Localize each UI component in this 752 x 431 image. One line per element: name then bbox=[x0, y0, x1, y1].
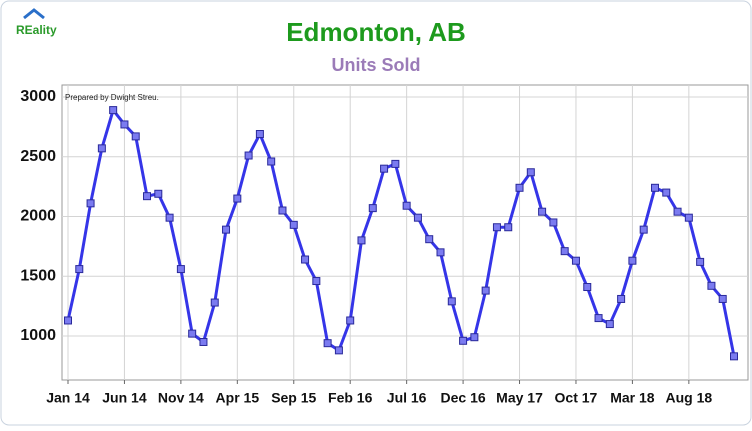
data-point bbox=[481, 286, 490, 295]
annotation: Prepared by Dwight Streu. bbox=[65, 93, 159, 102]
data-point bbox=[301, 255, 310, 264]
data-point bbox=[650, 183, 659, 192]
logo: REality bbox=[16, 23, 57, 37]
data-point bbox=[617, 294, 626, 303]
x-tick-label: Nov 14 bbox=[158, 390, 204, 406]
data-point bbox=[662, 188, 671, 197]
y-tick-label: 1000 bbox=[20, 327, 56, 344]
data-point bbox=[255, 130, 264, 139]
data-point bbox=[323, 339, 332, 348]
x-tick-label: May 17 bbox=[496, 390, 543, 406]
data-point bbox=[368, 204, 377, 213]
data-point bbox=[391, 159, 400, 168]
data-point bbox=[143, 192, 152, 201]
data-point bbox=[131, 132, 140, 141]
x-tick-label: Dec 16 bbox=[441, 390, 486, 406]
data-point bbox=[176, 265, 185, 274]
data-point bbox=[199, 337, 208, 346]
x-tick-label: Feb 16 bbox=[328, 390, 373, 406]
data-point bbox=[718, 294, 727, 303]
data-point bbox=[425, 235, 434, 244]
data-point bbox=[346, 316, 355, 325]
y-tick-label: 2500 bbox=[20, 148, 56, 165]
data-point bbox=[436, 248, 445, 257]
data-point bbox=[583, 283, 592, 292]
data-point bbox=[154, 189, 163, 198]
chart-title: Edmonton, AB bbox=[286, 17, 466, 47]
data-point bbox=[244, 151, 253, 160]
x-tick-label: Sep 15 bbox=[271, 390, 316, 406]
logo-roof bbox=[23, 8, 45, 20]
data-point bbox=[210, 298, 219, 307]
x-tick-label: Oct 17 bbox=[555, 390, 598, 406]
data-point bbox=[75, 265, 84, 274]
data-point bbox=[447, 297, 456, 306]
data-line bbox=[66, 108, 736, 357]
data-point bbox=[165, 213, 174, 222]
x-tick-label: Aug 18 bbox=[666, 390, 713, 406]
data-point bbox=[289, 220, 298, 229]
data-point bbox=[357, 236, 366, 245]
data-point bbox=[470, 333, 479, 342]
data-point bbox=[222, 225, 231, 234]
data-point bbox=[278, 206, 287, 215]
data-point bbox=[334, 346, 343, 355]
y-tick-label: 3000 bbox=[20, 88, 56, 105]
data-point bbox=[267, 157, 276, 166]
data-point bbox=[402, 201, 411, 210]
chart-subtitle: Units Sold bbox=[332, 55, 421, 75]
data-point bbox=[639, 225, 648, 234]
data-point bbox=[312, 277, 321, 286]
data-point bbox=[504, 223, 513, 232]
data-point bbox=[188, 329, 197, 338]
data-point bbox=[538, 207, 547, 216]
data-point bbox=[97, 144, 106, 153]
data-point bbox=[86, 199, 95, 208]
data-point bbox=[571, 256, 580, 265]
data-point bbox=[492, 223, 501, 232]
data-point bbox=[526, 168, 535, 177]
data-point bbox=[684, 213, 693, 222]
plot-area bbox=[61, 84, 749, 381]
data-point bbox=[605, 320, 614, 329]
data-point bbox=[707, 281, 716, 290]
data-point bbox=[696, 257, 705, 266]
y-tick-label: 2000 bbox=[20, 208, 56, 225]
data-point bbox=[233, 194, 242, 203]
data-point bbox=[120, 120, 129, 129]
data-point bbox=[628, 256, 637, 265]
data-point bbox=[594, 314, 603, 323]
y-tick-label: 1500 bbox=[20, 267, 56, 284]
x-tick-label: Mar 18 bbox=[610, 390, 655, 406]
data-point bbox=[380, 164, 389, 173]
x-tick-label: Apr 15 bbox=[216, 390, 260, 406]
data-point bbox=[459, 336, 468, 345]
data-point bbox=[560, 247, 569, 256]
data-point bbox=[413, 213, 422, 222]
data-point bbox=[109, 106, 118, 115]
x-tick-label: Jul 16 bbox=[387, 390, 427, 406]
data-point bbox=[730, 352, 738, 361]
x-tick-label: Jun 14 bbox=[102, 390, 147, 406]
data-point bbox=[64, 316, 72, 325]
data-point bbox=[673, 207, 682, 216]
x-tick-label: Jan 14 bbox=[46, 390, 90, 406]
data-point bbox=[549, 218, 558, 227]
data-point bbox=[515, 183, 524, 192]
